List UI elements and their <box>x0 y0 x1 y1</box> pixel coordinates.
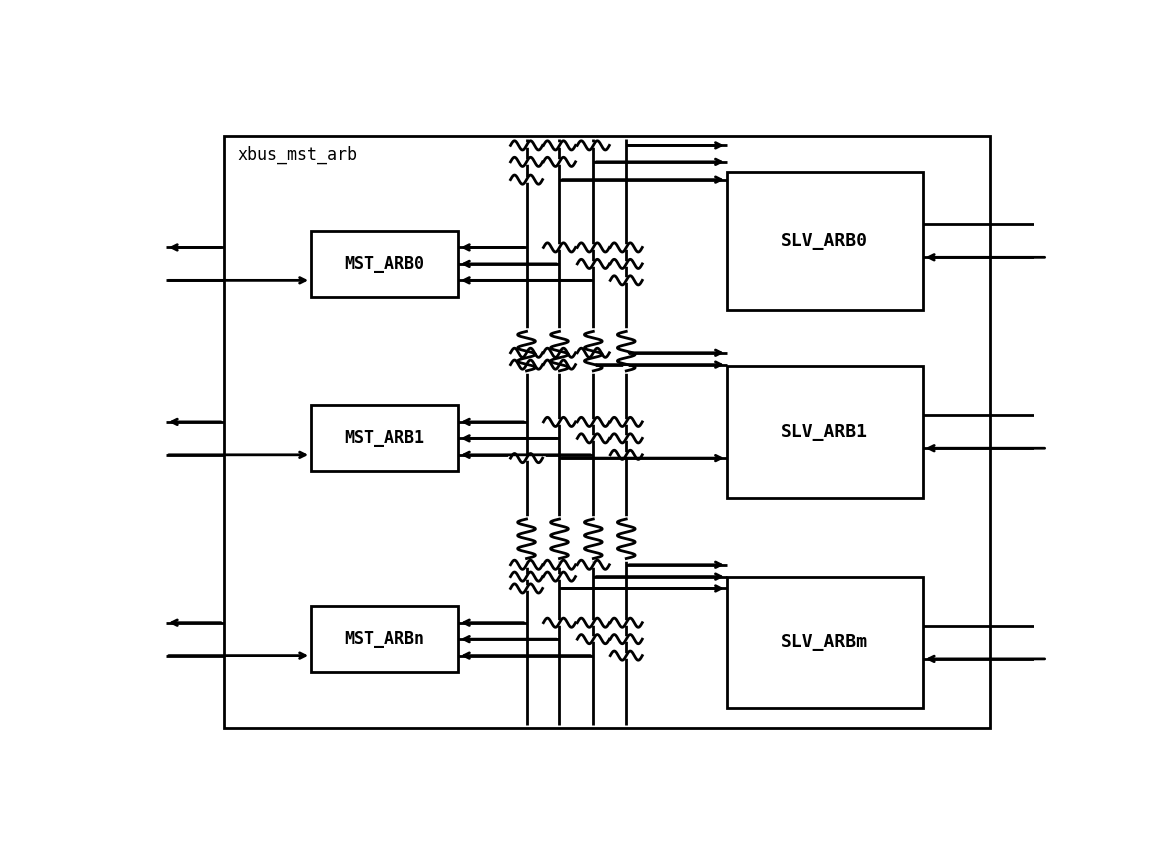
Bar <box>310 606 457 672</box>
Text: xbus_mst_arb: xbus_mst_arb <box>237 145 357 163</box>
Text: SLV_ARB1: SLV_ARB1 <box>781 422 869 441</box>
Text: MST_ARB0: MST_ARB0 <box>344 255 424 273</box>
Bar <box>727 576 923 708</box>
Bar <box>310 405 457 471</box>
Bar <box>224 136 989 728</box>
Text: MST_ARBn: MST_ARBn <box>344 630 424 648</box>
Text: SLV_ARB0: SLV_ARB0 <box>781 232 869 250</box>
Bar <box>727 172 923 310</box>
Bar <box>727 366 923 498</box>
Text: MST_ARB1: MST_ARB1 <box>344 429 424 447</box>
Bar <box>310 231 457 297</box>
Text: SLV_ARBm: SLV_ARBm <box>781 634 869 652</box>
